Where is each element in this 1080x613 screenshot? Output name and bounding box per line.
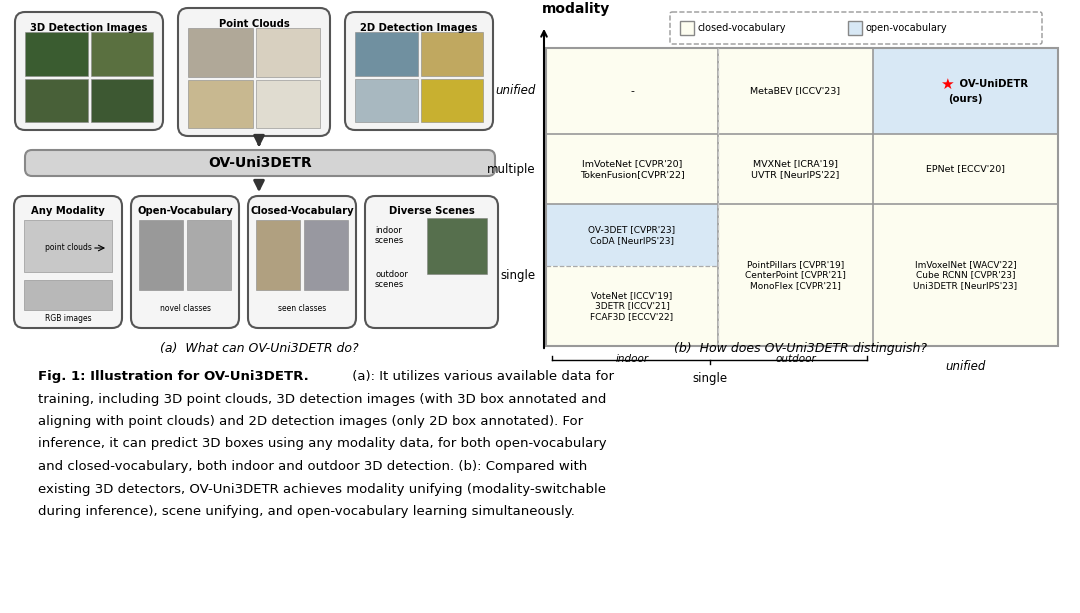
Text: (ours): (ours) [948, 94, 983, 104]
FancyBboxPatch shape [14, 196, 122, 328]
Text: ★: ★ [941, 77, 954, 91]
Bar [680, 21, 694, 35]
Text: outdoor: outdoor [775, 354, 815, 364]
Text: single: single [501, 268, 536, 281]
Text: Any Modality: Any Modality [31, 206, 105, 216]
Bar [355, 32, 418, 75]
Text: Fig. 1: Illustration for OV-Uni3DETR.: Fig. 1: Illustration for OV-Uni3DETR. [38, 370, 309, 383]
Text: novel classes: novel classes [160, 304, 211, 313]
Text: multiple: multiple [487, 162, 536, 175]
Text: Open-Vocabulary: Open-Vocabulary [137, 206, 233, 216]
Text: unified: unified [945, 360, 986, 373]
Bar [25, 32, 87, 75]
Text: closed-vocabulary: closed-vocabulary [698, 23, 786, 33]
Text: ImVoteNet [CVPR'20]
TokenFusion[CVPR'22]: ImVoteNet [CVPR'20] TokenFusion[CVPR'22] [580, 159, 685, 179]
Bar [546, 204, 718, 266]
Text: Closed-Vocabulary: Closed-Vocabulary [251, 206, 354, 216]
Text: OV-UniDETR: OV-UniDETR [957, 79, 1028, 89]
Text: open-vocabulary: open-vocabulary [866, 23, 947, 33]
Text: modality: modality [542, 2, 610, 16]
FancyBboxPatch shape [15, 12, 163, 130]
Bar [188, 80, 253, 128]
Bar [355, 78, 418, 122]
Text: (a)  What can OV-Uni3DETR do?: (a) What can OV-Uni3DETR do? [160, 342, 359, 355]
Text: VoteNet [ICCV'19]
3DETR [ICCV'21]
FCAF3D [ECCV'22]: VoteNet [ICCV'19] 3DETR [ICCV'21] FCAF3D… [591, 291, 674, 321]
Text: single: single [692, 372, 727, 385]
FancyBboxPatch shape [25, 150, 495, 176]
Bar [24, 280, 112, 310]
Text: Point Clouds: Point Clouds [218, 19, 289, 29]
Bar [91, 32, 153, 75]
Text: MetaBEV [ICCV'23]: MetaBEV [ICCV'23] [751, 86, 840, 96]
Bar [187, 220, 231, 290]
Bar [848, 21, 862, 35]
Bar [427, 218, 487, 274]
FancyBboxPatch shape [131, 196, 239, 328]
FancyBboxPatch shape [345, 12, 492, 130]
Text: during inference), scene unifying, and open-vocabulary learning simultaneously.: during inference), scene unifying, and o… [38, 505, 575, 518]
Text: PointPillars [CVPR'19]
CenterPoint [CVPR'21]
MonoFlex [CVPR'21]: PointPillars [CVPR'19] CenterPoint [CVPR… [745, 260, 846, 290]
Text: point clouds: point clouds [44, 243, 92, 253]
FancyBboxPatch shape [178, 8, 330, 136]
Bar [188, 28, 253, 77]
Bar [303, 220, 348, 290]
FancyBboxPatch shape [248, 196, 356, 328]
Text: 2D Detection Images: 2D Detection Images [361, 23, 477, 33]
FancyBboxPatch shape [365, 196, 498, 328]
Text: RGB images: RGB images [44, 314, 92, 323]
Text: aligning with point clouds) and 2D detection images (only 2D box annotated). For: aligning with point clouds) and 2D detec… [38, 415, 583, 428]
Text: OV-3DET [CVPR'23]
CoDA [NeurIPS'23]: OV-3DET [CVPR'23] CoDA [NeurIPS'23] [589, 226, 676, 245]
Text: inference, it can predict 3D boxes using any modality data, for both open-vocabu: inference, it can predict 3D boxes using… [38, 438, 607, 451]
Text: -: - [630, 86, 634, 96]
Text: 3D Detection Images: 3D Detection Images [30, 23, 148, 33]
Bar [420, 32, 483, 75]
Bar [139, 220, 183, 290]
Text: (a): It utilizes various available data for: (a): It utilizes various available data … [348, 370, 615, 383]
Bar [546, 48, 1058, 346]
Bar [91, 78, 153, 122]
Bar [256, 28, 320, 77]
Bar [24, 220, 112, 272]
Text: training, including 3D point clouds, 3D detection images (with 3D box annotated : training, including 3D point clouds, 3D … [38, 392, 606, 406]
Text: ImVoxelNet [WACV'22]
Cube RCNN [CVPR'23]
Uni3DETR [NeurIPS'23]: ImVoxelNet [WACV'22] Cube RCNN [CVPR'23]… [914, 260, 1017, 290]
Text: indoor
scenes: indoor scenes [375, 226, 404, 245]
Bar [546, 48, 1058, 346]
Text: outdoor
scenes: outdoor scenes [375, 270, 408, 289]
Bar [256, 220, 300, 290]
Text: EPNet [ECCV'20]: EPNet [ECCV'20] [926, 164, 1005, 173]
Text: (b)  How does OV-Uni3DETR distinguish?: (b) How does OV-Uni3DETR distinguish? [674, 342, 927, 355]
Bar [256, 80, 320, 128]
Text: indoor: indoor [616, 354, 649, 364]
Text: seen classes: seen classes [278, 304, 326, 313]
Text: OV-Uni3DETR: OV-Uni3DETR [208, 156, 312, 170]
Bar [25, 78, 87, 122]
Text: unified: unified [496, 85, 536, 97]
Text: Diverse Scenes: Diverse Scenes [389, 206, 474, 216]
Text: existing 3D detectors, OV-Uni3DETR achieves modality unifying (modality-switchab: existing 3D detectors, OV-Uni3DETR achie… [38, 482, 606, 495]
Bar [873, 48, 1058, 134]
Text: and closed-vocabulary, both indoor and outdoor 3D detection. (b): Compared with: and closed-vocabulary, both indoor and o… [38, 460, 588, 473]
Bar [420, 78, 483, 122]
Text: MVXNet [ICRA'19]
UVTR [NeurIPS'22]: MVXNet [ICRA'19] UVTR [NeurIPS'22] [752, 159, 839, 179]
